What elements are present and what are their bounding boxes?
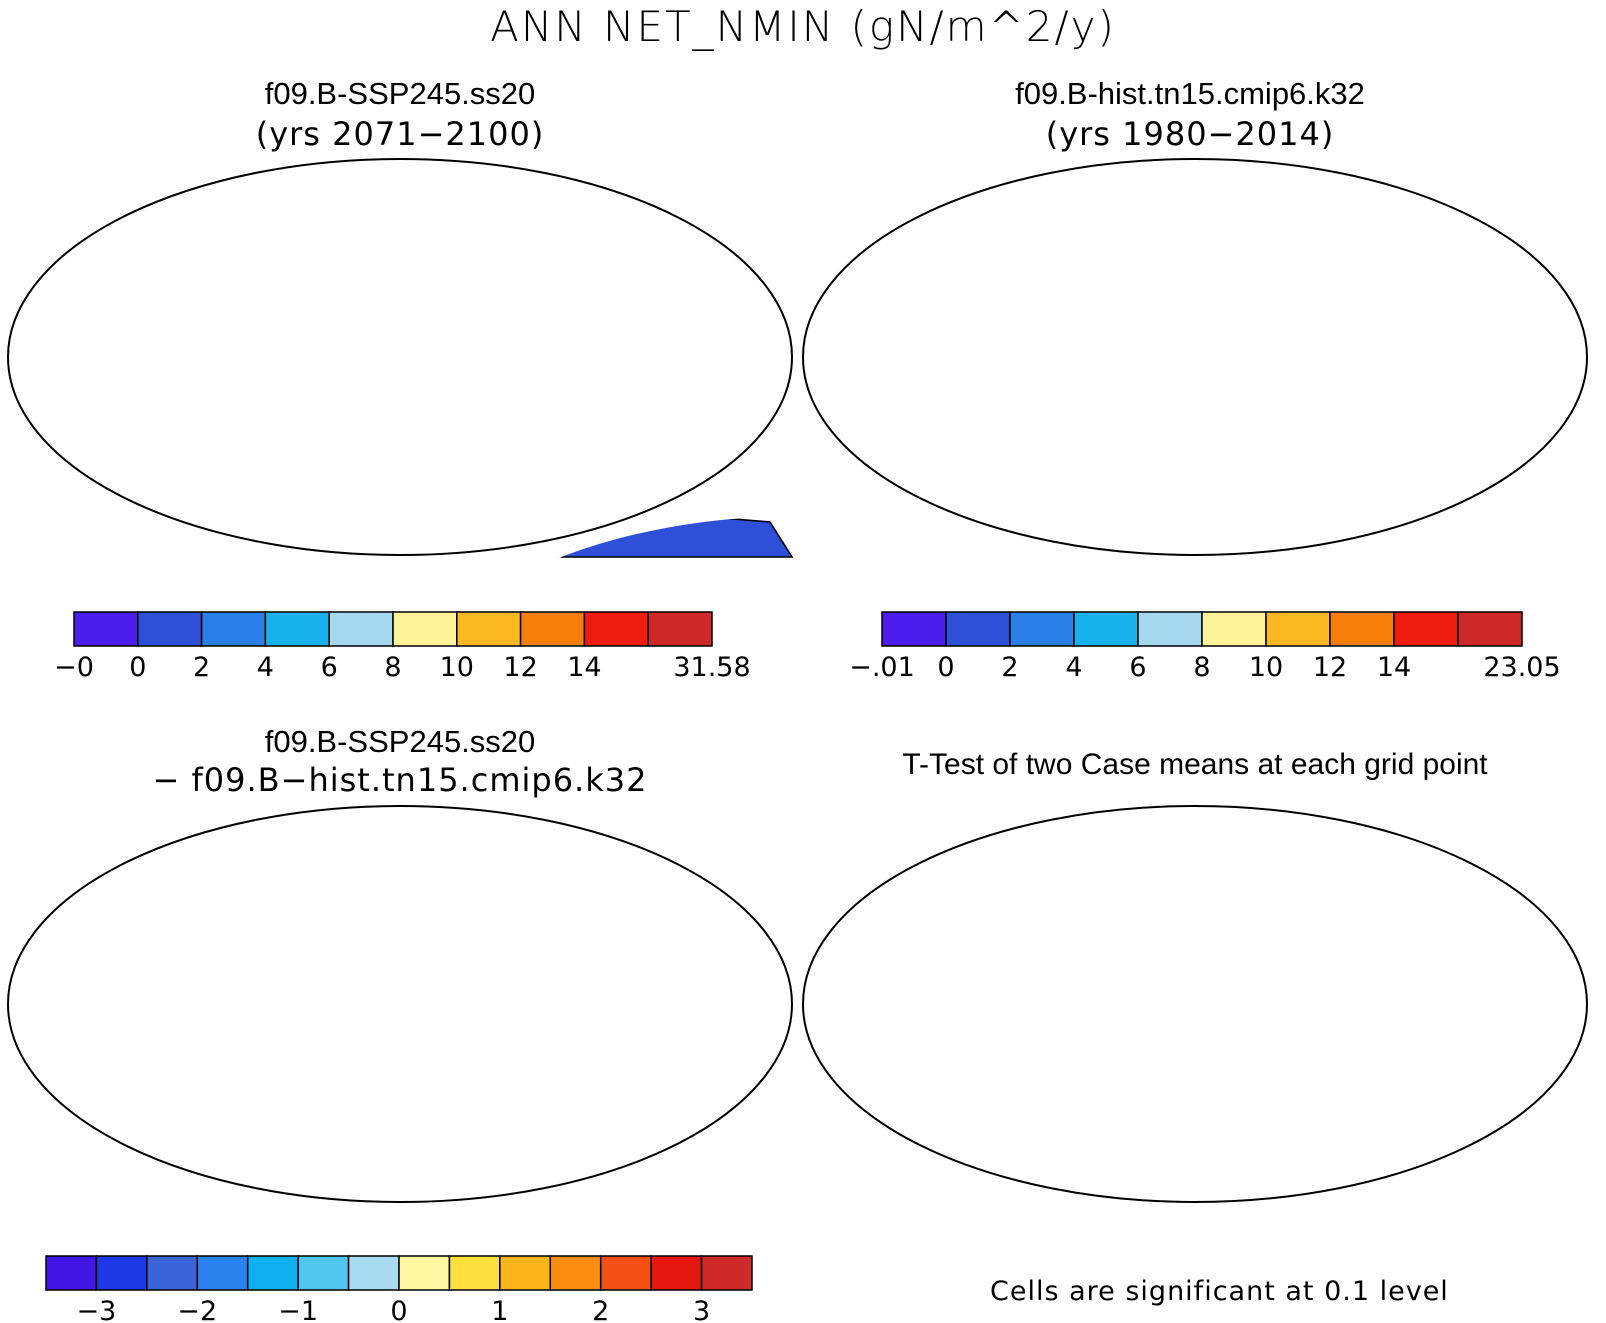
colorbar-swatch [392, 611, 458, 647]
colorbar-tick-label: 6 [321, 652, 338, 683]
colorbar-tick-label: 0 [937, 652, 954, 683]
panel2-warm-regions [875, 218, 1480, 452]
colorbar-tick-label: 14 [1377, 652, 1411, 683]
colorbar-tick-label: 12 [503, 652, 537, 683]
colorbar-swatch [246, 1255, 299, 1291]
panel2-title: f09.B-hist.tn15.cmip6.k32 [1015, 76, 1365, 111]
colorbar-swatch [647, 611, 713, 647]
significance-note: Cells are significant at 0.1 level [990, 1276, 1449, 1307]
colorbar-tick-label: 2 [1001, 652, 1018, 683]
colorbar-swatch [1201, 611, 1267, 647]
colorbar-swatch [264, 611, 330, 647]
panel2-subtitle: (yrs 1980−2014) [1045, 115, 1335, 153]
colorbar-tick-label: 12 [1313, 652, 1347, 683]
panel4-map-border [802, 805, 1588, 1203]
colorbar-tick-label: 10 [440, 652, 474, 683]
colorbar-tick-label: −2 [177, 1296, 217, 1323]
panel2-map-border [802, 158, 1588, 556]
colorbar-swatch [1265, 611, 1331, 647]
colorbar-tick-label: 2 [592, 1296, 609, 1323]
colorbar-swatch [196, 1255, 249, 1291]
panel3-subtitle: − f09.B−hist.tn15.cmip6.k32 [152, 761, 648, 799]
colorbar-tick-label: 0 [390, 1296, 407, 1323]
colorbar-tick-label: −0 [54, 652, 94, 683]
panel3-colorbar: −3 −2 −1 0 1 2 3 [45, 1255, 753, 1323]
colorbar-tick-label: 31.58 [673, 652, 750, 683]
colorbar-swatch [448, 1255, 501, 1291]
colorbar-tick-label: 2 [193, 652, 210, 683]
colorbar-swatch [1073, 611, 1139, 647]
colorbar-swatch [200, 611, 267, 647]
colorbar-swatch [650, 1255, 703, 1291]
colorbar-tick-label: 8 [1193, 652, 1210, 683]
colorbar-tick-label: 8 [384, 652, 401, 683]
colorbar-swatch [95, 1255, 148, 1291]
panel1-title: f09.B-SSP245.ss20 [264, 76, 536, 111]
colorbar-swatch [398, 1255, 451, 1291]
colorbar-swatch [519, 611, 586, 647]
colorbar-tick-label: 4 [1065, 652, 1082, 683]
colorbar-swatch [1393, 611, 1459, 647]
colorbar-swatch [700, 1255, 753, 1291]
colorbar-tick-label: 4 [257, 652, 274, 683]
colorbar-swatch [347, 1255, 400, 1291]
panel3-diff-regions [80, 834, 685, 1099]
colorbar-swatch [1137, 611, 1203, 647]
panel2-colorbar: −.01 0 2 4 6 8 10 12 14 23.05 [849, 611, 1561, 683]
panel2-map [802, 158, 1588, 556]
panel3-map-border [7, 805, 793, 1203]
panel4-nonsignificant-cells [955, 884, 1323, 1073]
colorbar-swatch [549, 1255, 602, 1291]
colorbar-tick-label: 0 [129, 652, 146, 683]
colorbar-tick-label: −1 [278, 1296, 318, 1323]
panel4-title: T-Test of two Case means at each grid po… [902, 748, 1488, 781]
colorbar-swatch [1009, 611, 1075, 647]
panel3-title: f09.B-SSP245.ss20 [264, 724, 536, 759]
colorbar-tick-label: 3 [693, 1296, 710, 1323]
panel4-significant-land [855, 809, 1495, 1144]
panel3-map [7, 805, 793, 1203]
colorbar-swatch [945, 611, 1011, 647]
colorbar-swatch [1457, 611, 1523, 647]
panel1-map [7, 158, 793, 558]
colorbar-swatch [328, 611, 394, 647]
colorbar-tick-label: 23.05 [1483, 652, 1560, 683]
colorbar-swatch [456, 611, 522, 647]
colorbar-tick-label: 1 [491, 1296, 508, 1323]
colorbar-swatch [599, 1255, 652, 1291]
colorbar-swatch [881, 611, 947, 647]
figure-title: ANN NET_NMIN (gN/m^2/y) [490, 2, 1116, 51]
colorbar-tick-label: 10 [1249, 652, 1283, 683]
colorbar-swatch [146, 1255, 199, 1291]
panel1-subtitle: (yrs 2071−2100) [255, 115, 545, 153]
colorbar-swatch [499, 1255, 552, 1291]
panel1-map-border [7, 158, 793, 556]
colorbar-swatch [73, 611, 139, 647]
colorbar-tick-label: 6 [1129, 652, 1146, 683]
colorbar-tick-label: −.01 [849, 652, 915, 683]
colorbar-swatch [583, 611, 649, 647]
colorbar-tick-label: 14 [567, 652, 601, 683]
colorbar-tick-label: −3 [77, 1296, 117, 1323]
colorbar-swatch [45, 1255, 98, 1291]
panel1-warm-regions [80, 218, 685, 460]
panel4-map [802, 805, 1588, 1203]
colorbar-swatch [1329, 611, 1395, 647]
colorbar-swatch [137, 611, 203, 647]
colorbar-swatch [297, 1255, 350, 1291]
panel1-colorbar: −0 0 2 4 6 8 10 12 14 31.58 [54, 611, 751, 683]
